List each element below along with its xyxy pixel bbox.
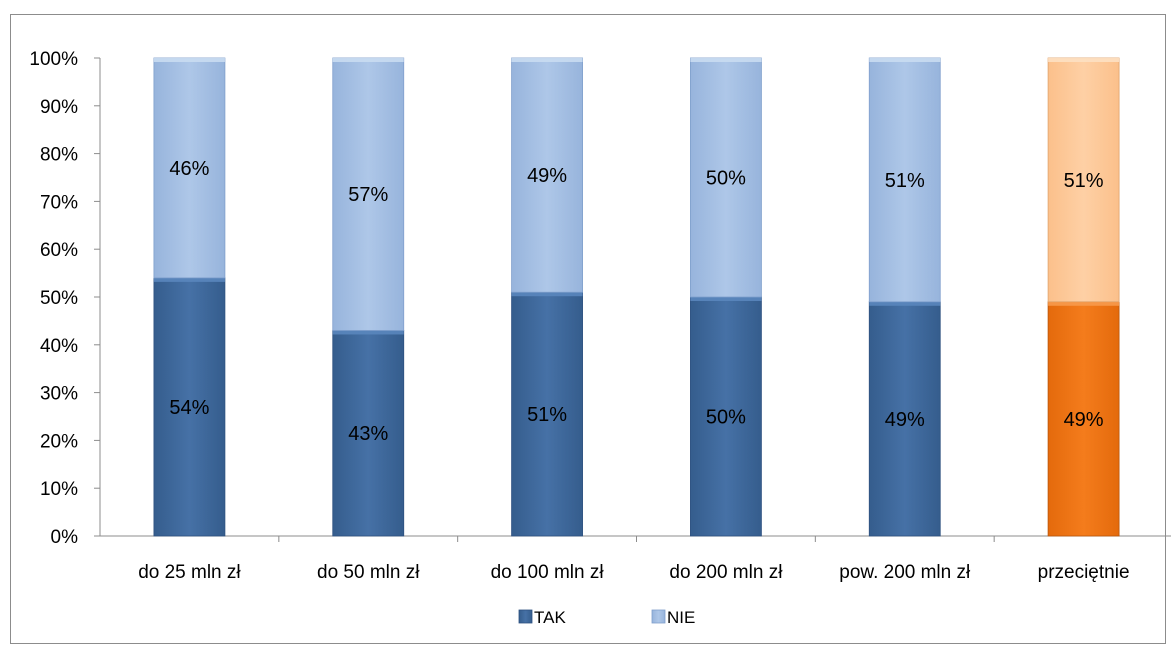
- bar-bevel: [332, 330, 404, 335]
- bar-tak[interactable]: [690, 296, 762, 537]
- y-tick-label: 0%: [51, 527, 79, 548]
- y-tick-label: 90%: [40, 97, 78, 118]
- bar-bevel: [1048, 301, 1120, 306]
- bar-nie[interactable]: [511, 57, 583, 293]
- y-tick-label: 20%: [40, 431, 78, 452]
- x-tick-label: do 100 mln zł: [491, 562, 605, 583]
- bar-nie[interactable]: [1047, 57, 1120, 303]
- bar-bevel: [690, 297, 762, 301]
- y-tick-label: 60%: [40, 240, 78, 261]
- y-tick-label: 10%: [40, 479, 78, 500]
- data-label: 51%: [527, 404, 567, 426]
- bar-tak[interactable]: [511, 291, 583, 537]
- bar-bevel: [1048, 58, 1120, 62]
- bar-nie[interactable]: [332, 57, 405, 331]
- legend-swatch-tak: [518, 609, 533, 624]
- bar-bevel: [869, 301, 941, 306]
- data-label: 51%: [885, 170, 925, 192]
- x-tick-label: przeciętnie: [1038, 562, 1130, 583]
- bar-bevel: [511, 292, 583, 297]
- data-label: 49%: [885, 409, 925, 431]
- bar-bevel: [332, 58, 404, 62]
- data-label: 46%: [169, 158, 209, 180]
- bar-bevel: [869, 58, 941, 62]
- bar-tak[interactable]: [332, 330, 405, 537]
- data-label: 50%: [706, 407, 746, 429]
- y-tick-label: 30%: [40, 384, 78, 405]
- bar-bevel: [511, 58, 583, 62]
- data-label: 49%: [1064, 409, 1104, 431]
- bar-nie[interactable]: [690, 57, 762, 298]
- x-tick-label: pow. 200 mln zł: [839, 562, 971, 583]
- y-tick-label: 70%: [40, 192, 78, 213]
- bar-nie[interactable]: [868, 57, 941, 303]
- data-label: 57%: [348, 184, 388, 206]
- legend-swatch-nie: [651, 609, 666, 624]
- data-label: 43%: [348, 423, 388, 445]
- legend-label-nie: NIE: [667, 608, 695, 627]
- legend-label-tak: TAK: [534, 608, 566, 627]
- bar-bevel: [153, 58, 225, 62]
- bar-bevel: [153, 277, 225, 282]
- data-label: 50%: [706, 168, 746, 190]
- data-label: 54%: [169, 397, 209, 419]
- x-tick-label: do 200 mln zł: [669, 562, 783, 583]
- y-tick-label: 50%: [40, 288, 78, 309]
- y-tick-label: 100%: [29, 49, 78, 70]
- bar-bevel: [690, 58, 762, 62]
- bar-tak[interactable]: [1047, 301, 1120, 537]
- y-tick-label: 80%: [40, 145, 78, 166]
- bar-tak[interactable]: [868, 301, 941, 537]
- data-label: 49%: [527, 165, 567, 187]
- y-tick-label: 40%: [40, 336, 78, 357]
- data-label: 51%: [1064, 170, 1104, 192]
- x-tick-label: do 25 mln zł: [138, 562, 241, 583]
- x-tick-label: do 50 mln zł: [317, 562, 420, 583]
